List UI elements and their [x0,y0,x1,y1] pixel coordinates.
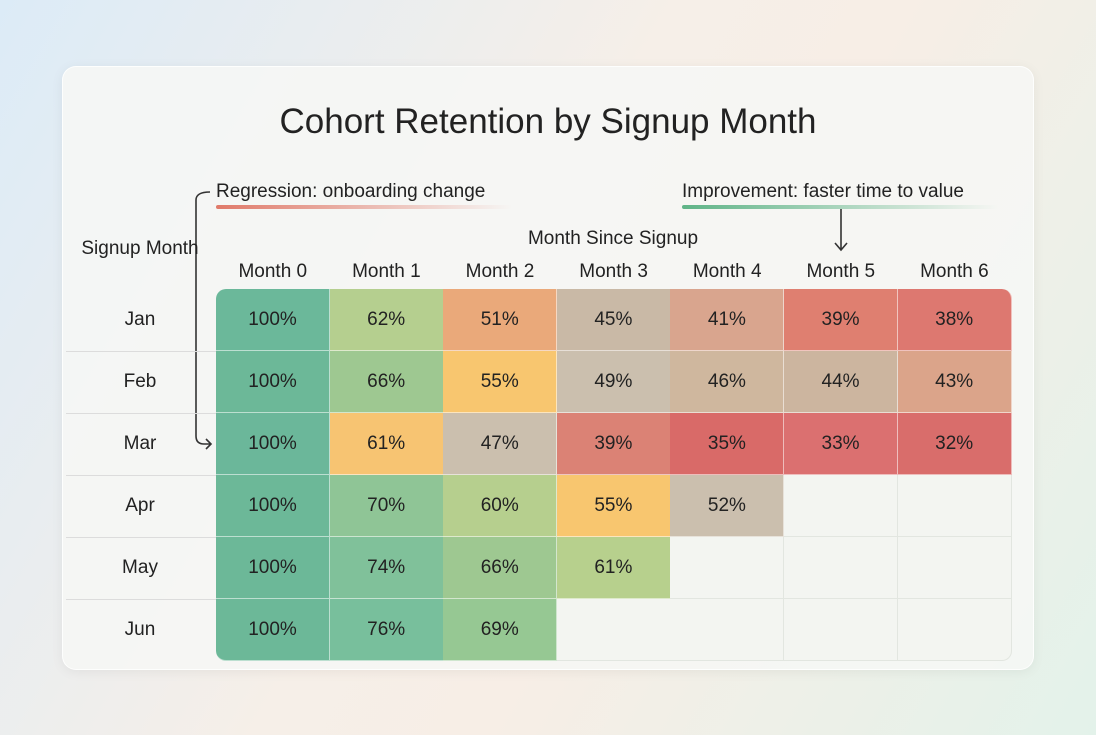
heatmap-cell: 100% [216,351,331,413]
heatmap-cell: 43% [897,351,1012,413]
heatmap-cell-empty [670,537,785,599]
heatmap-cell-empty [556,599,671,661]
chart-title: Cohort Retention by Signup Month [279,102,817,141]
heatmap-cell: 69% [443,599,558,661]
heatmap-cell: 76% [329,599,444,661]
heatmap-cell: 49% [556,351,671,413]
row-label: May [122,557,158,578]
heatmap-cell: 46% [670,351,785,413]
heatmap-cell-empty [897,475,1012,537]
row-divider [66,599,216,600]
column-header: Month 4 [692,261,762,282]
heatmap-cell: 55% [556,475,671,537]
heatmap-cell-empty [897,537,1012,599]
heatmap-cell-empty [670,599,785,661]
heatmap-cell: 44% [784,351,899,413]
annotation-improvement-underline [682,205,998,209]
row-label: Jun [124,619,156,640]
y-axis-label: Signup Month [81,238,199,259]
heatmap-cell: 39% [784,289,899,351]
annotation-improvement: Improvement: faster time to value [682,181,964,202]
column-header: Month 6 [920,261,989,282]
heatmap-cell: 62% [329,289,444,351]
row-label: Mar [123,433,157,454]
column-header: Month 3 [579,261,648,282]
heatmap-cell: 39% [556,413,671,475]
heatmap-cell-empty [784,537,899,599]
annotation-regression-underline [216,205,512,209]
heatmap-cell-empty [784,599,899,661]
row-divider [66,413,216,414]
row-label: Apr [125,495,155,516]
heatmap-cell: 100% [216,289,331,351]
heatmap-cell: 45% [556,289,671,351]
heatmap-cell: 47% [443,413,558,475]
heatmap-cell: 66% [443,537,558,599]
heatmap-cell: 74% [329,537,444,599]
heatmap-cell: 33% [784,413,899,475]
heatmap-cell-empty [897,599,1012,661]
column-header: Month 5 [806,261,876,282]
heatmap-cell: 61% [329,413,444,475]
row-divider [66,537,216,538]
row-label: Feb [123,371,157,392]
x-axis-label: Month Since Signup [527,228,699,249]
heatmap-cell: 100% [216,475,331,537]
heatmap-cell: 52% [670,475,785,537]
row-divider [66,351,216,352]
heatmap-cell: 32% [897,413,1012,475]
annotation-regression: Regression: onboarding change [216,181,486,202]
heatmap-cell-empty [784,475,899,537]
heatmap-cell: 66% [329,351,444,413]
heatmap-cell: 100% [216,413,331,475]
row-divider [66,475,216,476]
heatmap-cell: 35% [670,413,785,475]
row-label: Jan [124,309,156,330]
heatmap-cell: 70% [329,475,444,537]
down-arrow-icon [834,209,848,252]
heatmap-cell: 61% [556,537,671,599]
heatmap-cell: 38% [897,289,1012,351]
heatmap-cell: 100% [216,599,331,661]
heatmap-cell: 100% [216,537,331,599]
column-header: Month 0 [238,261,308,282]
heatmap-cell: 51% [443,289,558,351]
column-header: Month 2 [465,261,535,282]
heatmap-cell: 41% [670,289,785,351]
heatmap-cell: 55% [443,351,558,413]
heatmap-cell: 60% [443,475,558,537]
bracket-arrow-icon [195,191,213,450]
column-header: Month 1 [352,261,421,282]
